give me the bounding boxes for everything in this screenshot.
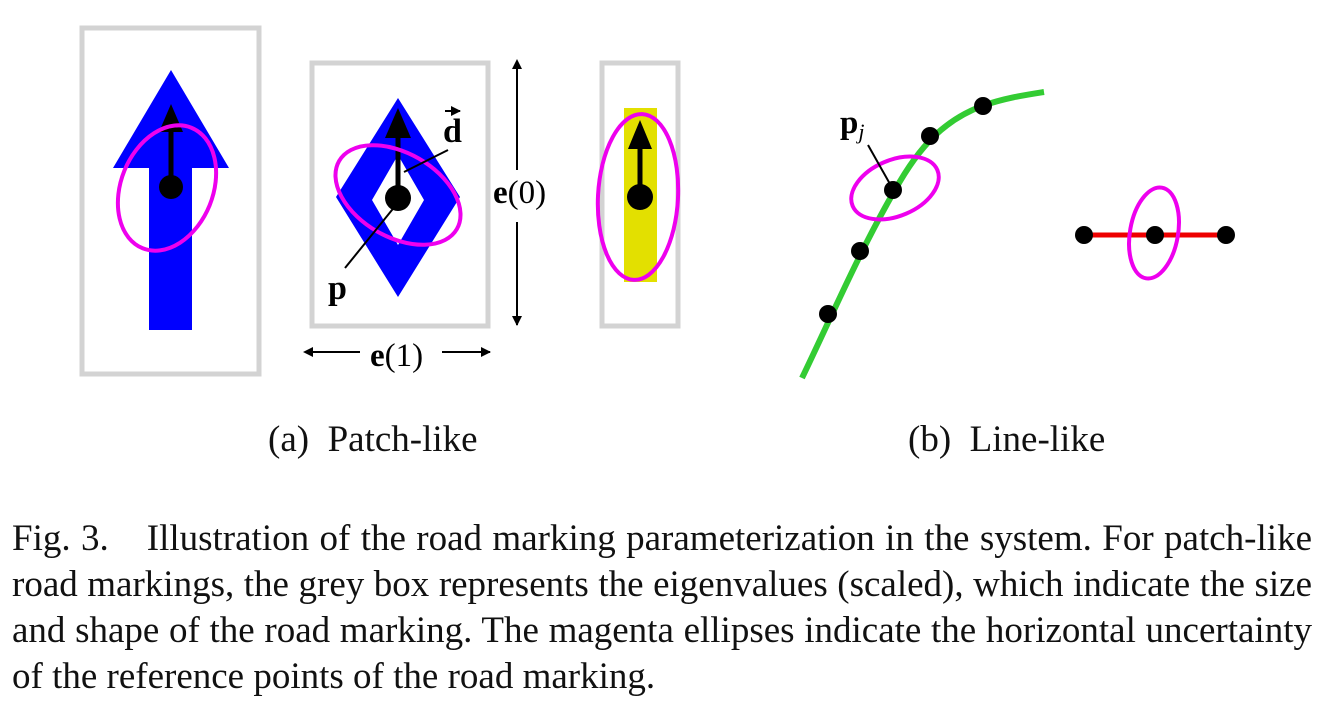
subcaption-b: (b) Line-like <box>908 419 1105 460</box>
figure-illustration: d p e(0) e(1) (a) Pat <box>79 25 1235 460</box>
segment-point <box>1146 226 1164 244</box>
label-e1-arg: (1) <box>385 338 423 374</box>
reference-point <box>627 184 653 210</box>
uncertainty-ellipse <box>849 154 941 222</box>
label-e1-base: e <box>370 338 385 374</box>
segment-point <box>1075 226 1093 244</box>
segment-point <box>1217 226 1235 244</box>
reference-point <box>385 185 411 211</box>
line-point <box>921 127 939 145</box>
e1-dimension: e(1) <box>303 338 491 374</box>
label-e0-arg: (0) <box>508 175 546 211</box>
figure-caption: Fig. 3. Illustration of the road marking … <box>12 516 1312 700</box>
svg-text:e(1): e(1) <box>370 338 423 374</box>
svg-text:e(0): e(0) <box>493 175 546 211</box>
diamond-road-marking: d p <box>309 60 491 329</box>
label-e0-base: e <box>493 175 508 211</box>
arrow-road-marking <box>79 25 262 377</box>
green-polyline <box>799 89 1045 380</box>
diamond-marking-icon <box>336 98 460 297</box>
dash-road-marking <box>595 60 681 329</box>
e0-dimension: e(0) <box>493 59 546 326</box>
uncertainty-ellipse <box>1127 185 1181 281</box>
caption-label: Fig. 3. <box>12 518 109 559</box>
caption-text: Illustration of the road marking paramet… <box>12 518 1312 697</box>
panel-b-line-like: pj (b) Line-like <box>799 89 1235 460</box>
leader-line-p <box>344 204 397 269</box>
line-point <box>974 97 992 115</box>
direction-arrow-head <box>385 108 411 138</box>
eigen-box-diamond <box>309 60 491 329</box>
line-point <box>819 305 837 323</box>
eigen-box-arrow <box>79 25 262 377</box>
subcaption-a: (a) Patch-like <box>268 419 478 460</box>
label-pj-sub: j <box>855 119 864 144</box>
leader-line-d <box>403 149 449 173</box>
leader-line-pj <box>867 144 891 185</box>
line-point-pj <box>884 181 902 199</box>
reference-point <box>159 175 183 199</box>
uncertainty-ellipse <box>333 143 463 247</box>
uncertainty-ellipse <box>115 123 219 253</box>
label-pj-base: p <box>840 105 858 141</box>
label-p: p <box>328 270 347 307</box>
svg-text:pj: pj <box>840 105 864 144</box>
direction-arrow-head <box>628 120 652 149</box>
line-point <box>851 242 869 260</box>
label-d: d <box>443 113 462 150</box>
uncertainty-ellipse <box>595 112 681 282</box>
panel-a-patch-like: d p e(0) e(1) (a) Pat <box>79 25 681 460</box>
